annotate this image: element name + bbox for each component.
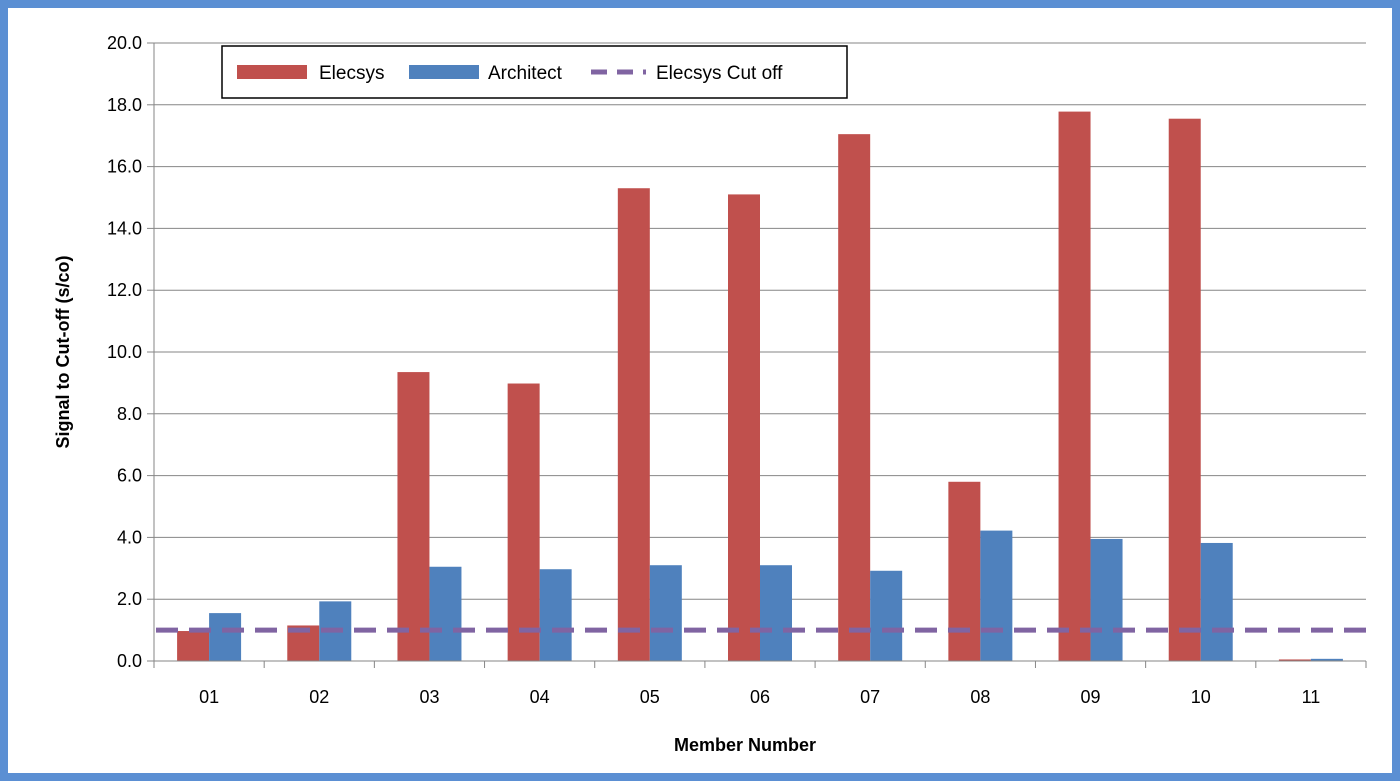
x-tick-label: 09 [1081, 687, 1101, 707]
legend-swatch-elecsys [237, 65, 307, 79]
y-tick-labels: 0.0 2.0 4.0 6.0 8.0 10.0 12.0 14.0 16.0 18.0 20.0 [107, 33, 154, 671]
x-tick-label: 03 [419, 687, 439, 707]
bar-elecsys-11 [1278, 659, 1311, 661]
x-tick-label: 06 [750, 687, 770, 707]
bar-elecsys-04 [507, 383, 540, 661]
gridlines [154, 42, 1366, 600]
x-tick-label: 10 [1191, 687, 1211, 707]
legend-label-elecsys: Elecsys [319, 63, 384, 84]
bar-elecsys-03 [397, 372, 430, 661]
legend-label-architect: Architect [488, 63, 563, 84]
x-tick-label: 05 [640, 687, 660, 707]
legend-label-cutoff: Elecsys Cut off [656, 63, 783, 84]
y-axis-title: Signal to Cut-off (s/co) [53, 256, 73, 449]
y-tick-label: 16.0 [107, 157, 142, 177]
bar-elecsys-05 [617, 188, 650, 662]
x-tick-label: 01 [199, 687, 219, 707]
bar-elecsys-10 [1168, 118, 1201, 661]
bar-architect-08 [980, 530, 1013, 661]
bar-architect-09 [1090, 538, 1123, 661]
bar-architect-11 [1310, 658, 1343, 661]
x-tick-label: 11 [1302, 687, 1321, 707]
x-tick-label: 07 [860, 687, 880, 707]
y-tick-label: 10.0 [107, 342, 142, 362]
bar-elecsys-01 [177, 631, 210, 661]
bar-architect-03 [429, 566, 462, 661]
y-tick-label: 6.0 [117, 466, 142, 486]
y-tick-label: 18.0 [107, 95, 142, 115]
legend-swatch-architect [409, 65, 479, 79]
bar-architect-07 [870, 570, 903, 661]
x-axis-title: Member Number [674, 735, 816, 755]
bar-architect-01 [209, 613, 242, 661]
y-tick-label: 0.0 [117, 651, 142, 671]
y-tick-label: 8.0 [117, 404, 142, 424]
bar-elecsys-08 [948, 481, 981, 661]
bars [177, 111, 1343, 662]
y-tick-label: 12.0 [107, 280, 142, 300]
x-tick-label: 04 [530, 687, 550, 707]
y-tick-label: 20.0 [107, 33, 142, 53]
bar-architect-10 [1200, 542, 1233, 661]
bar-architect-05 [649, 565, 682, 661]
y-tick-label: 14.0 [107, 218, 142, 238]
bar-architect-04 [539, 569, 572, 661]
bar-elecsys-09 [1058, 111, 1091, 661]
x-tick-labels: 01 02 03 04 05 06 07 08 09 10 11 [153, 661, 1367, 707]
y-tick-label: 4.0 [117, 527, 142, 547]
legend: Elecsys Architect Elecsys Cut off [221, 45, 848, 99]
bar-architect-06 [760, 565, 792, 661]
x-tick-label: 08 [970, 687, 990, 707]
bar-elecsys-07 [838, 134, 871, 661]
x-tick-label: 02 [309, 687, 329, 707]
legend-box [221, 45, 848, 99]
y-tick-label: 2.0 [117, 589, 142, 609]
bar-elecsys-06 [728, 194, 760, 661]
